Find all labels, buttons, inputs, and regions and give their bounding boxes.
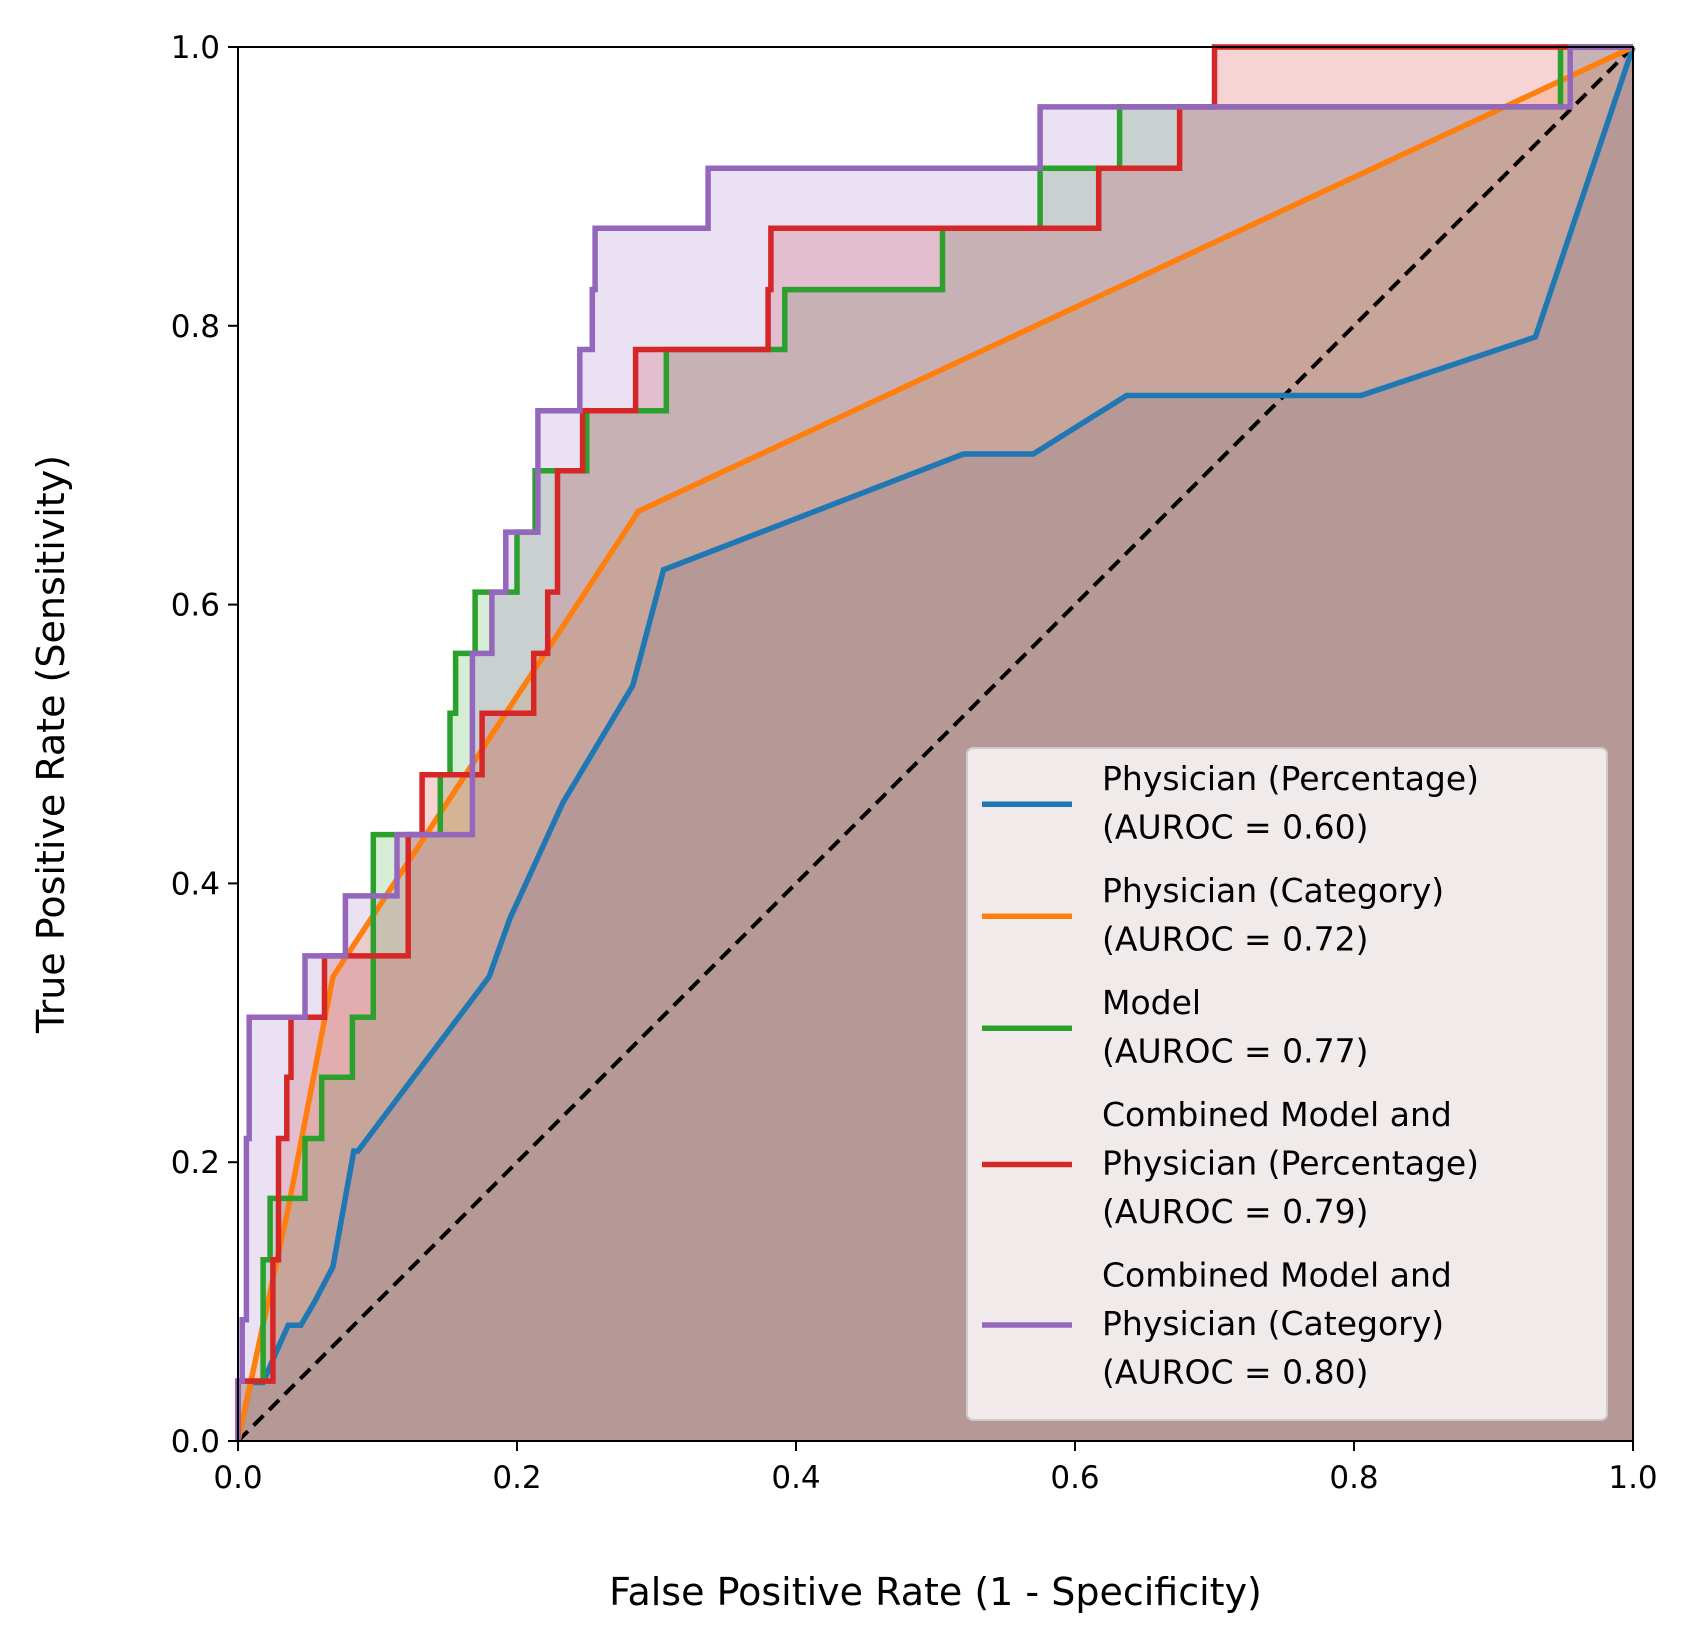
x-tick-label: 0.6 [1050,1460,1099,1496]
y-axis-ticks: 0.0 0.2 0.4 0.6 0.8 1.0 [171,30,238,1460]
x-tick-label: 1.0 [1608,1460,1657,1496]
legend: Physician (Percentage) (AUROC = 0.60) Phys… [966,747,1608,1421]
legend-label: (AUROC = 0.60) [1102,808,1369,847]
legend-label: (AUROC = 0.72) [1102,920,1369,959]
legend-label: Physician (Percentage) [1102,759,1479,798]
series-line-4 [235,44,1633,1441]
legend-box [966,747,1608,1421]
x-tick-label: 0.2 [492,1460,541,1496]
legend-label: Physician (Percentage) [1102,1144,1479,1183]
series-line-0 [235,46,1636,1442]
y-tick-label: 1.0 [171,30,220,66]
legend-label: Physician (Category) [1102,871,1444,910]
x-axis-label: False Positive Rate (1 - Specificity) [609,1570,1262,1614]
series-line-2 [235,44,1633,1441]
roc-curves [235,44,1636,1442]
y-tick-label: 0.0 [171,1424,220,1460]
y-tick-label: 0.2 [171,1145,220,1181]
x-tick-label: 0.0 [213,1460,262,1496]
y-tick-label: 0.4 [171,866,220,902]
y-axis-label: True Positive Rate (Sensitivity) [29,455,73,1034]
legend-label: Model [1102,983,1201,1022]
plot-frame [237,46,1634,1442]
x-axis-ticks: 0.0 0.2 0.4 0.6 0.8 1.0 [213,1441,1658,1496]
legend-label: Combined Model and [1102,1095,1452,1134]
legend-label: Physician (Category) [1102,1304,1444,1343]
legend-label: (AUROC = 0.80) [1102,1353,1369,1392]
x-tick-label: 0.4 [771,1460,820,1496]
legend-label: (AUROC = 0.77) [1102,1032,1369,1071]
y-tick-label: 0.8 [171,309,220,345]
x-tick-label: 0.8 [1329,1460,1378,1496]
legend-label: (AUROC = 0.79) [1102,1192,1369,1231]
y-tick-label: 0.6 [171,588,220,624]
series-line-3 [235,44,1633,1441]
legend-label: Combined Model and [1102,1256,1452,1295]
